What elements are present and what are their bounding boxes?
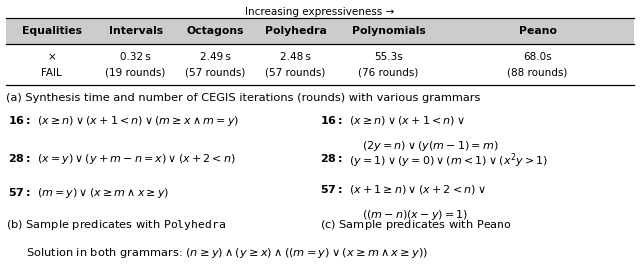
Text: $\mathbf{57:}$: $\mathbf{57:}$ <box>320 183 342 195</box>
Text: FAIL: FAIL <box>42 68 62 78</box>
Text: 2.48 s: 2.48 s <box>280 52 311 62</box>
Text: (a) Synthesis time and number of CEGIS iterations (rounds) with various grammars: (a) Synthesis time and number of CEGIS i… <box>6 93 481 103</box>
Text: 68.0s: 68.0s <box>524 52 552 62</box>
Text: $(x \geq n) \vee (x+1 < n) \vee (m \geq x \wedge m = y)$: $(x \geq n) \vee (x+1 < n) \vee (m \geq … <box>37 114 239 128</box>
Text: Polyhedra: Polyhedra <box>265 26 326 36</box>
Text: $(y = 1) \vee (y = 0) \vee (m < 1) \vee (x^{2}y > 1)$: $(y = 1) \vee (y = 0) \vee (m < 1) \vee … <box>349 152 548 170</box>
Text: Polynomials: Polynomials <box>351 26 426 36</box>
Text: (b) Sample predicates with $\mathtt{Polyhedra}$: (b) Sample predicates with $\mathtt{Poly… <box>6 218 227 232</box>
Text: (88 rounds): (88 rounds) <box>508 68 568 78</box>
Text: Equalities: Equalities <box>22 26 82 36</box>
Text: $(x = y) \vee (y+m-n = x) \vee (x+2 < n)$: $(x = y) \vee (y+m-n = x) \vee (x+2 < n)… <box>37 152 236 165</box>
Text: Peano: Peano <box>518 26 557 36</box>
Text: (76 rounds): (76 rounds) <box>358 68 419 78</box>
Text: $(m = y) \vee (x \geq m \wedge x \geq y)$: $(m = y) \vee (x \geq m \wedge x \geq y)… <box>37 186 170 200</box>
Text: $\mathbf{16:}$: $\mathbf{16:}$ <box>320 114 343 126</box>
Text: Octagons: Octagons <box>186 26 244 36</box>
Text: $\mathbf{57:}$: $\mathbf{57:}$ <box>8 186 30 198</box>
Text: $(x+1 \geq n) \vee (x+2 < n) \vee$: $(x+1 \geq n) \vee (x+2 < n) \vee$ <box>349 183 486 197</box>
Text: Solution in both grammars: $(n \geq y) \wedge (y \geq x) \wedge ((m = y) \vee (x: Solution in both grammars: $(n \geq y) \… <box>26 246 428 260</box>
Text: $\mathbf{16:}$: $\mathbf{16:}$ <box>8 114 31 126</box>
Text: Intervals: Intervals <box>109 26 163 36</box>
Text: (19 rounds): (19 rounds) <box>106 68 166 78</box>
Text: $((m-n)(x-y) = 1)$: $((m-n)(x-y) = 1)$ <box>362 208 468 222</box>
Text: $(2y = n) \vee (y(m-1) = m)$: $(2y = n) \vee (y(m-1) = m)$ <box>362 139 499 153</box>
Text: (57 rounds): (57 rounds) <box>185 68 245 78</box>
Text: (57 rounds): (57 rounds) <box>266 68 326 78</box>
Text: ×: × <box>47 52 56 62</box>
Text: $(x \geq n) \vee (x+1 < n) \vee$: $(x \geq n) \vee (x+1 < n) \vee$ <box>349 114 465 127</box>
Text: 55.3s: 55.3s <box>374 52 403 62</box>
Text: $\mathbf{28:}$: $\mathbf{28:}$ <box>320 152 343 163</box>
Bar <box>6 18 634 44</box>
Text: 0.32 s: 0.32 s <box>120 52 151 62</box>
Text: $\mathbf{28:}$: $\mathbf{28:}$ <box>8 152 31 163</box>
Text: 2.49 s: 2.49 s <box>200 52 230 62</box>
Text: (c) Sample predicates with $\mathtt{Peano}$: (c) Sample predicates with $\mathtt{Pean… <box>320 218 512 232</box>
Text: Increasing expressiveness →: Increasing expressiveness → <box>245 7 395 17</box>
